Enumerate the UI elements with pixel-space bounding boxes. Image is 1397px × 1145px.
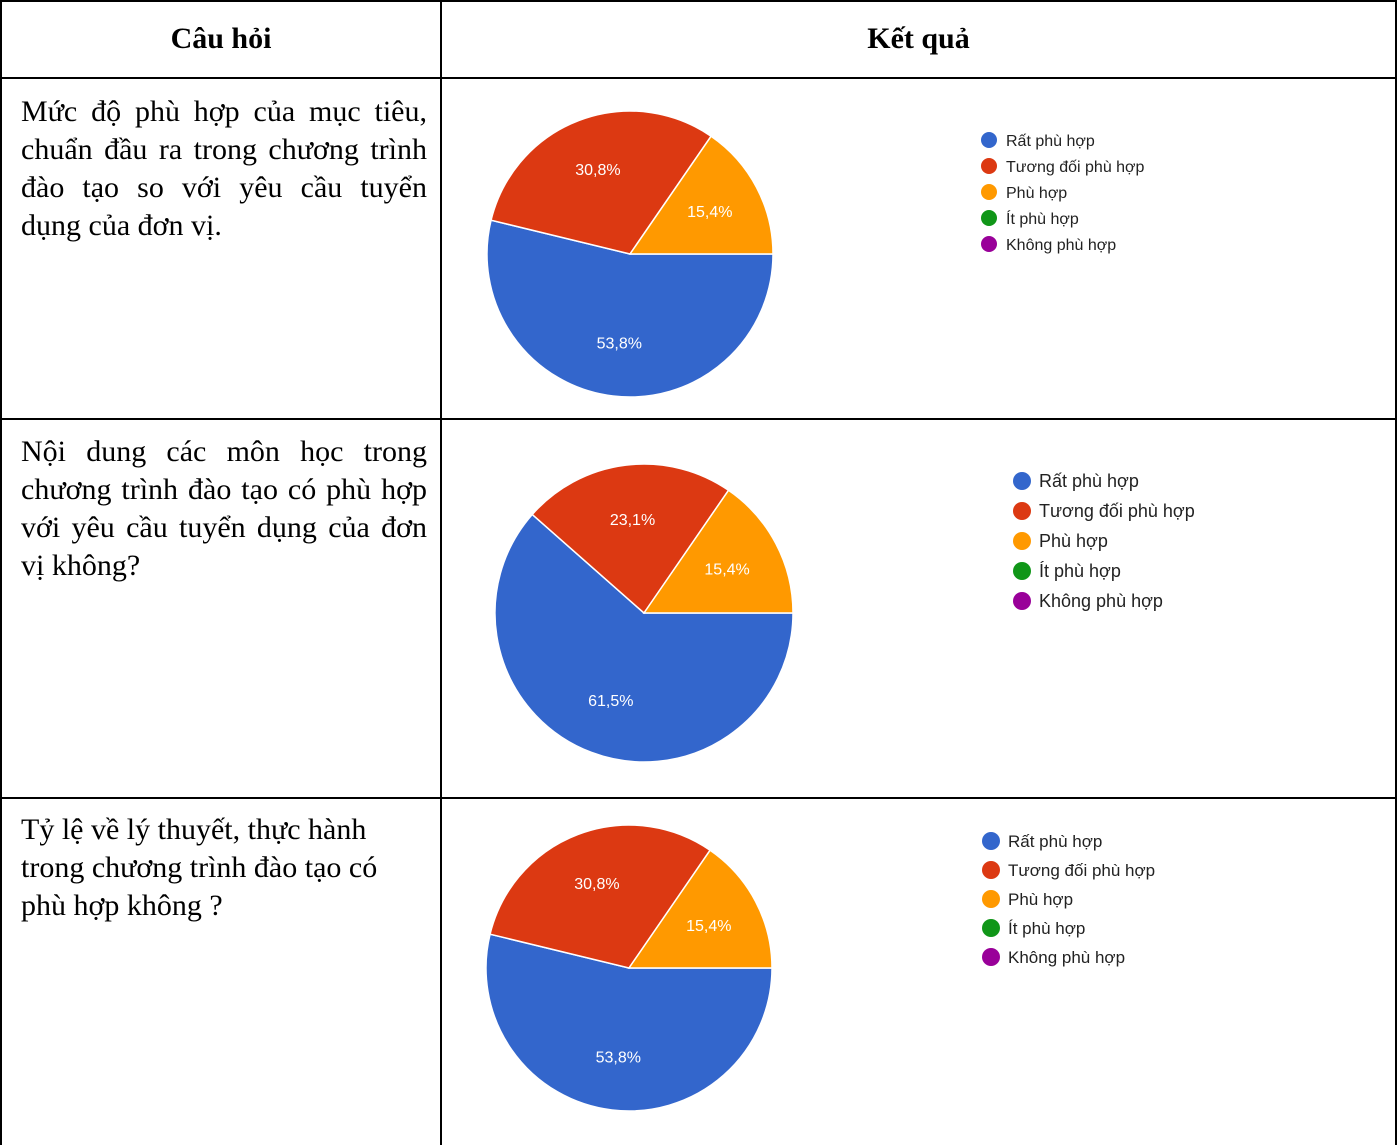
legend-marker (1013, 562, 1031, 580)
legend-marker (981, 236, 997, 252)
legend-marker (982, 948, 1000, 966)
pie-slice (485, 933, 773, 1112)
legend-label: Ít phù hợp (1006, 209, 1079, 228)
slice-data-label: 15,4% (686, 918, 731, 935)
pie-slice (628, 135, 774, 255)
legend-label: Không phù hợp (1006, 237, 1116, 254)
slice-data-label: 53,8% (596, 1049, 641, 1066)
header-result: Kết quả (867, 22, 970, 55)
pie-slice (490, 110, 713, 255)
pie-chart-2: 61,5% 23,1% 15,4% Rất phù hợp Tương đối phù … (442, 420, 1396, 797)
pie-slice (486, 219, 774, 398)
pie-chart-svg: 53,8% 30,8% 15,4% Rất phù hợp Tương đối phù … (485, 824, 1155, 1112)
header-question: Câu hỏi (170, 22, 272, 55)
legend-label: Ít phù hợp (1039, 561, 1121, 581)
table-row-divider (0, 418, 1397, 420)
legend-label: Tương đối phù hợp (1006, 159, 1145, 176)
slice-data-label: 23,1% (610, 512, 655, 529)
legend-label: Phù hợp (1008, 890, 1073, 909)
legend-label: Rất phù hợp (1008, 832, 1102, 851)
legend-marker (982, 861, 1000, 879)
legend-label: Rất phù hợp (1039, 471, 1139, 491)
table-border-top (0, 0, 1397, 2)
legend-marker (1013, 592, 1031, 610)
legend-marker (1013, 472, 1031, 490)
legend-label: Rất phù hợp (1006, 133, 1095, 150)
legend-label: Tương đối phù hợp (1008, 861, 1155, 880)
slice-data-label: 15,4% (704, 561, 749, 578)
table-row-divider (0, 77, 1397, 79)
table-border-left (0, 0, 2, 1145)
slice-data-label: 30,8% (574, 876, 619, 893)
legend-label: Phù hợp (1039, 531, 1108, 551)
legend-marker (982, 890, 1000, 908)
question-text: Tỷ lệ về lý thuyết, thực hành trong chươ… (21, 813, 378, 922)
slice-data-label: 30,8% (575, 162, 620, 179)
pie-slice (531, 463, 730, 615)
question-text: Nội dung các môn học trong chương trình … (21, 435, 427, 582)
table-column-divider (440, 0, 442, 1145)
pie-chart-svg: 61,5% 23,1% 15,4% Rất phù hợp Tương đối phù … (494, 463, 1195, 763)
pie-slice (494, 513, 794, 763)
question-text: Mức độ phù hợp của mục tiêu, chuẩn đầu r… (21, 95, 427, 242)
pie-slice (642, 489, 794, 614)
legend-marker (1013, 532, 1031, 550)
pie-chart-3: 53,8% 30,8% 15,4% Rất phù hợp Tương đối phù … (442, 799, 1396, 1145)
slice-data-label: 53,8% (597, 335, 642, 352)
table-row-divider (0, 797, 1397, 799)
legend-marker (982, 832, 1000, 850)
legend-label: Không phù hợp (1039, 591, 1163, 611)
pie-slice (489, 824, 712, 969)
legend-marker (982, 919, 1000, 937)
table-border-right (1395, 0, 1397, 1145)
legend-marker (1013, 502, 1031, 520)
legend-label: Ít phù hợp (1008, 919, 1085, 938)
pie-chart-1: 53,8% 30,8% 15,4% Rất phù hợp Tương đối phù … (442, 79, 1396, 418)
slice-data-label: 15,4% (687, 204, 732, 221)
legend-marker (981, 210, 997, 226)
legend-marker (981, 132, 997, 148)
pie-chart-svg: 53,8% 30,8% 15,4% Rất phù hợp Tương đối phù … (486, 110, 1145, 398)
legend-label: Tương đối phù hợp (1039, 501, 1195, 521)
legend-marker (981, 158, 997, 174)
pie-slice (627, 849, 773, 969)
legend-label: Phù hợp (1006, 185, 1067, 202)
slice-data-label: 61,5% (588, 693, 633, 710)
legend-label: Không phù hợp (1008, 948, 1125, 967)
legend-marker (981, 184, 997, 200)
